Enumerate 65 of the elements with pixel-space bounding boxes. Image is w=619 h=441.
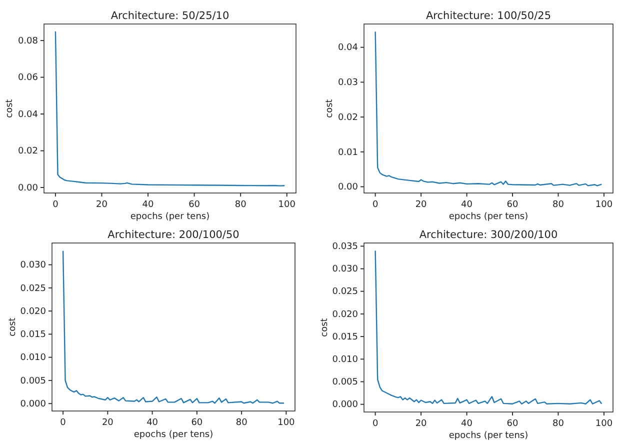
y-tick-label: 0.015 [332,332,358,342]
line-series [54,30,286,186]
chart-title: Architecture: 100/50/25 [426,10,551,22]
x-axis-title: epochs (per tens) [448,431,528,441]
line-series [374,250,602,404]
y-tick-label: 0.010 [20,353,46,364]
y-tick-label: 0.025 [332,287,358,298]
x-tick-label: 60 [191,418,203,428]
x-tick-label: 0 [60,418,66,428]
chart-title: Architecture: 50/25/10 [110,10,230,22]
x-tick-label: 80 [552,200,564,210]
y-tick-label: 0.02 [338,112,358,123]
x-tick-label: 40 [146,418,158,428]
x-tick-label: 20 [415,200,428,210]
chart-title: Architecture: 200/100/50 [108,229,240,241]
y-tick-label: 0.010 [332,355,358,366]
x-tick-label: 100 [278,200,296,210]
y-axis-title: cost [320,318,330,337]
y-tick-label: 0.000 [20,399,46,410]
y-tick-label: 0.04 [18,110,38,120]
y-tick-label: 0.020 [332,310,358,320]
x-tick-label: 60 [506,419,519,429]
y-tick-label: 0.030 [332,264,358,275]
x-tick-label: 60 [188,200,200,210]
x-tick-label: 60 [506,200,519,210]
y-tick-label: 0.030 [20,260,46,271]
y-tick-label: 0.04 [338,43,358,54]
chart-title: Architecture: 300/200/100 [419,229,558,241]
y-tick-label: 0.06 [18,73,38,84]
x-tick-label: 20 [415,419,428,429]
x-tick-label: 0 [52,200,59,210]
y-tick-label: 0.08 [18,36,38,46]
y-tick-label: 0.03 [338,78,358,88]
x-axis-title: epochs (per tens) [130,212,210,222]
x-tick-label: 80 [236,418,248,428]
x-axis-title: epochs (per tens) [134,430,214,440]
x-tick-label: 40 [461,419,473,429]
y-tick-label: 0.005 [332,378,358,388]
x-axis-title: epochs (per tens) [448,212,528,222]
y-tick-label: 0.01 [338,148,358,158]
x-tick-label: 40 [461,200,473,210]
y-tick-label: 0.005 [20,376,46,386]
y-axis-title: cost [5,98,15,118]
x-tick-label: 20 [96,200,108,210]
x-tick-label: 0 [372,419,378,429]
line-series [62,250,285,404]
y-tick-label: 0.000 [332,400,358,410]
y-tick-label: 0.00 [18,183,38,194]
y-tick-label: 0.025 [20,284,46,294]
y-axis-title: cost [8,317,18,336]
y-tick-label: 0.015 [20,330,46,340]
y-tick-label: 0.035 [332,242,358,252]
y-tick-label: 0.02 [18,146,38,157]
y-tick-label: 0.020 [20,306,46,317]
x-tick-label: 100 [595,200,613,210]
x-tick-label: 100 [595,419,613,429]
x-tick-label: 20 [102,418,114,428]
x-tick-label: 40 [142,200,154,210]
x-tick-label: 80 [552,419,564,429]
line-series [374,31,602,186]
x-tick-label: 0 [372,200,378,210]
y-tick-label: 0.00 [338,182,358,193]
y-axis-title: cost [325,98,335,118]
x-tick-label: 80 [234,200,247,210]
x-tick-label: 100 [278,418,296,428]
